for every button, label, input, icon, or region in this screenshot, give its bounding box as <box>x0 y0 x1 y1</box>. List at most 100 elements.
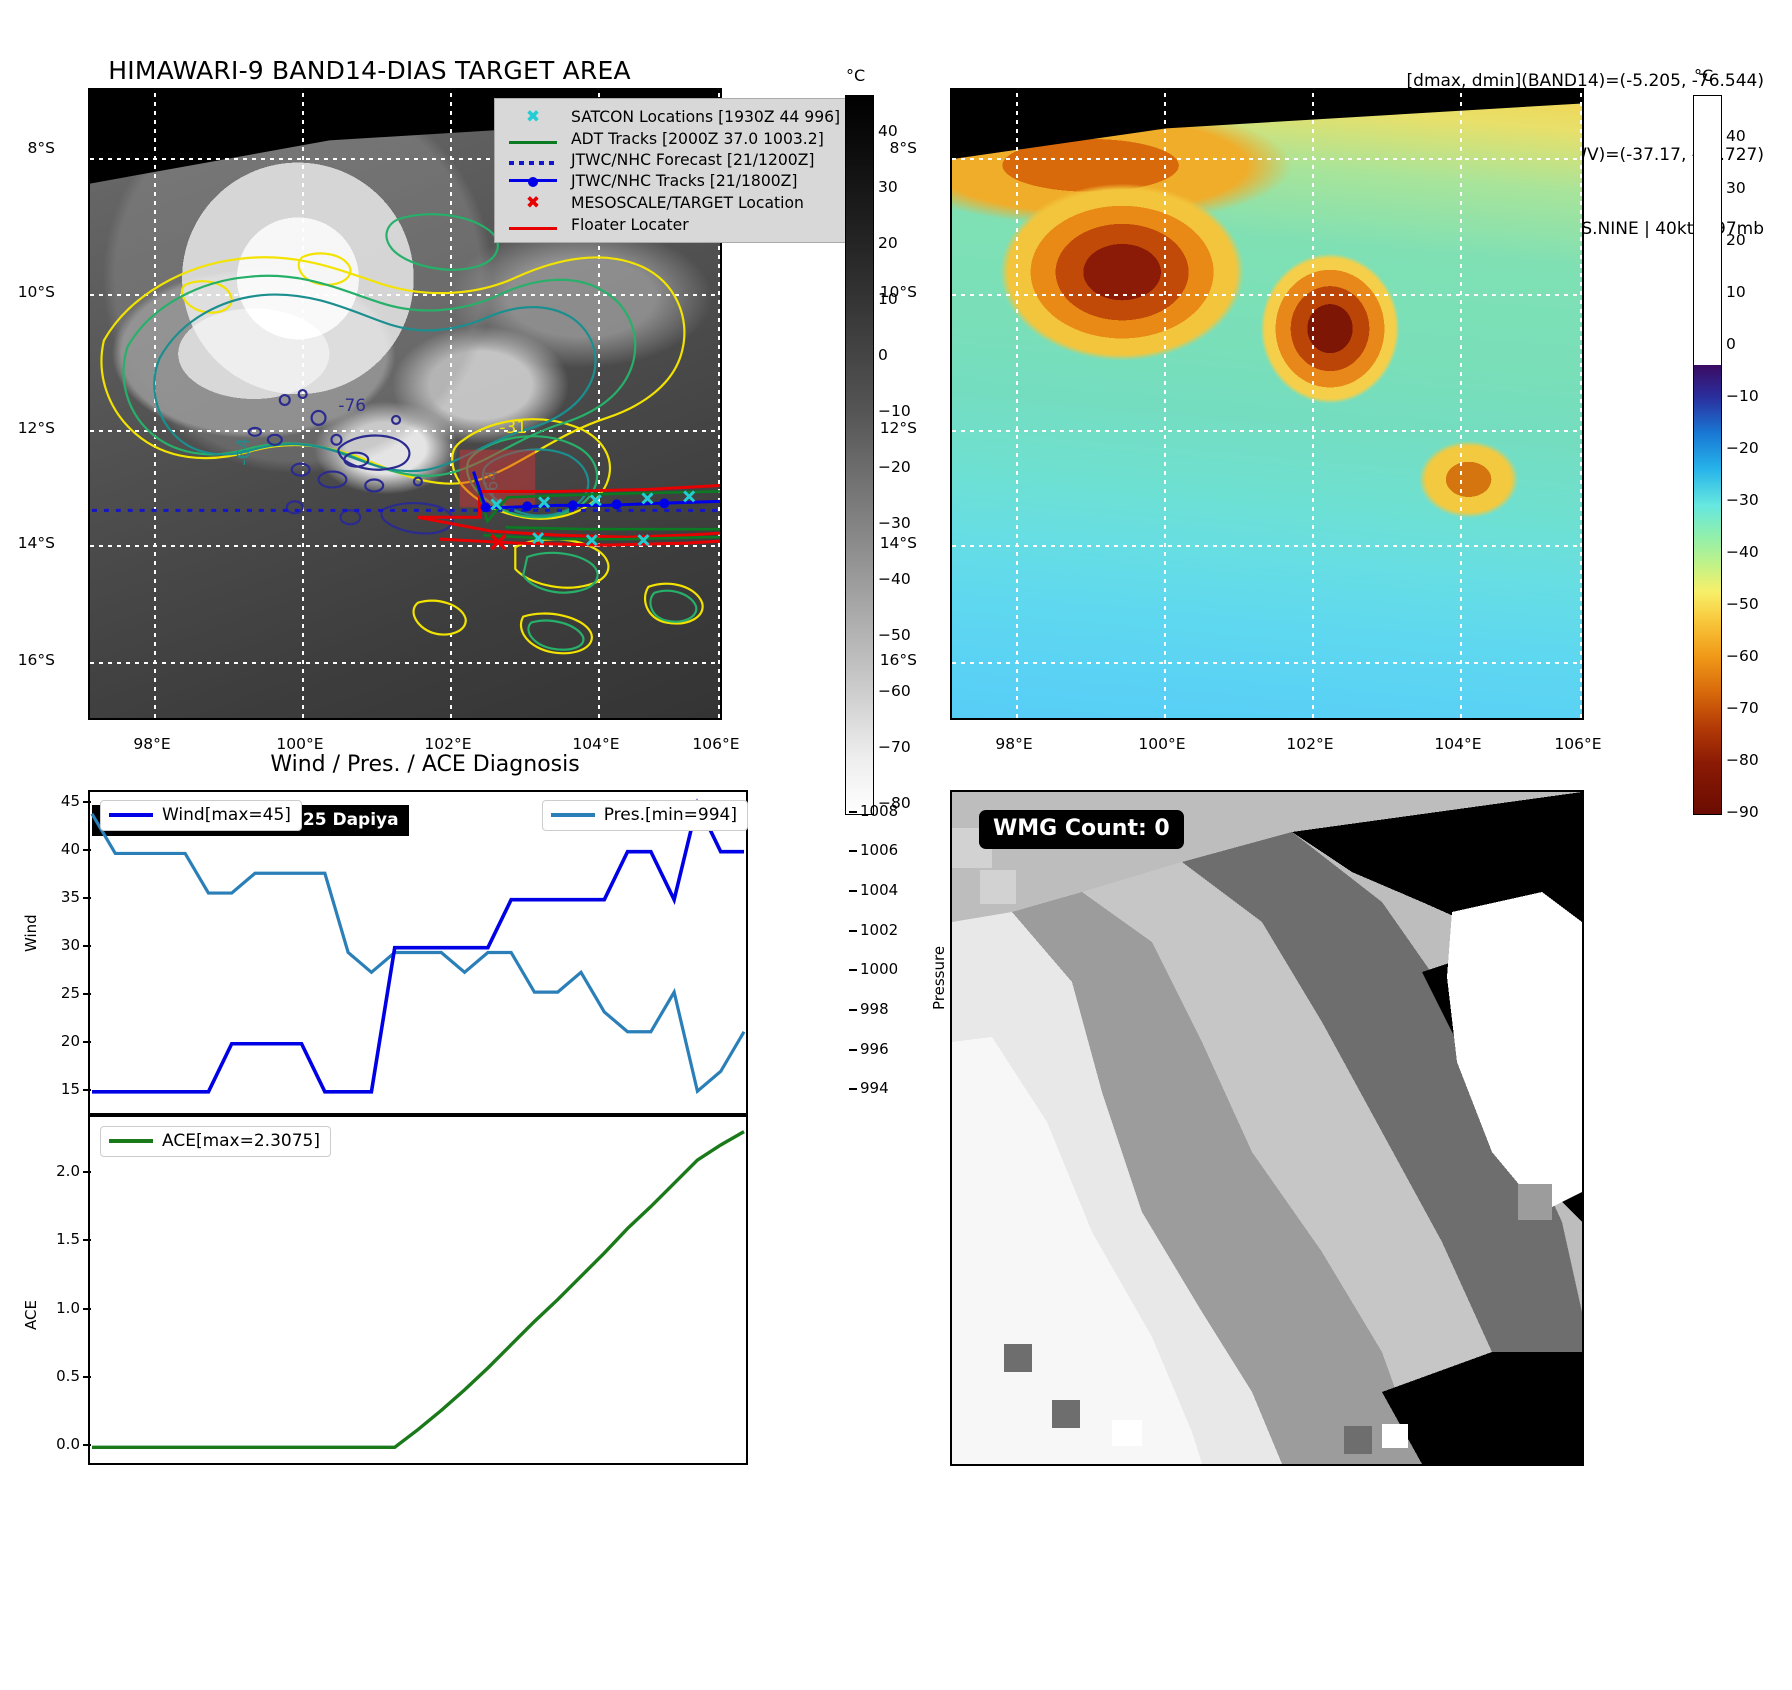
ir-gridline-lat <box>90 662 720 664</box>
legend-item[interactable]: ✖ SATCON Locations [1930Z 44 996] <box>504 105 840 128</box>
axis-tick-mark <box>849 969 857 972</box>
cb-tick: 10 <box>878 290 898 308</box>
legend-item[interactable]: Floater Locater <box>504 214 840 235</box>
axis-tick-label: 20 <box>60 1031 80 1050</box>
ace-legend[interactable]: ACE[max=2.3075] <box>100 1126 331 1157</box>
grayscale-colorbar-ticks: 40 30 20 10 0 −10 −20 −30 −40 −50 −60 −7… <box>878 95 948 813</box>
axis-tick-label: 1000 <box>860 960 899 979</box>
legend-label: SATCON Locations [1930Z 44 996] <box>571 107 841 126</box>
legend-label: JTWC/NHC Forecast [21/1200Z] <box>571 150 815 169</box>
ace-chart[interactable] <box>88 1115 748 1465</box>
wind-legend-label: Wind[max=45] <box>162 805 291 825</box>
cb-tick: −40 <box>1726 543 1759 561</box>
axis-tick-label: 40 <box>60 839 80 858</box>
cb-tick: 40 <box>878 122 898 140</box>
grayscale-colorbar <box>845 95 874 815</box>
contour-label-minus76: -76 <box>338 395 366 415</box>
wind-axis-title: Wind <box>22 914 40 952</box>
axis-tick-mark <box>83 896 91 899</box>
awv-gridline-lon <box>1580 90 1582 718</box>
adt-line-icon <box>504 128 562 149</box>
ir-gridline-lon <box>450 90 452 718</box>
contour-green <box>122 213 698 651</box>
cb-tick: −10 <box>1726 387 1759 405</box>
pressure-legend-line <box>550 813 595 817</box>
axis-tick-mark <box>83 1040 91 1043</box>
forecast-dotted-line-icon <box>504 149 562 170</box>
cb-tick: −20 <box>1726 439 1759 457</box>
axis-tick-mark <box>849 1008 857 1011</box>
awv-lat-label: 16°S <box>879 651 917 669</box>
axis-tick-label: 35 <box>60 887 80 906</box>
ir-map-legend[interactable]: ✖ SATCON Locations [1930Z 44 996] ADT Tr… <box>494 98 851 243</box>
contour-minus76 <box>247 388 454 535</box>
legend-item[interactable]: JTWC/NHC Tracks [21/1800Z] <box>504 170 840 191</box>
legend-label: Floater Locater <box>571 215 689 234</box>
ir-lon-label: 100°E <box>276 735 324 753</box>
cb-tick: 0 <box>878 346 888 364</box>
axis-tick-mark <box>83 944 91 947</box>
ir-gridline-lat <box>90 430 720 432</box>
axis-tick-label: 15 <box>60 1079 80 1098</box>
ace-legend-line <box>109 1139 153 1143</box>
wmg-cloud-cluster-panel[interactable]: WMG Count: 0 <box>950 790 1584 1466</box>
mesoscale-target-box <box>459 449 536 508</box>
ir-gridline-lon <box>718 90 720 718</box>
ir-overlay-graphics: -76 -64 -31 -64 <box>91 213 720 655</box>
awv-lat-label: 8°S <box>889 139 917 157</box>
color-colorbar-unit: °C <box>1694 66 1714 85</box>
awv-lon-label: 100°E <box>1138 735 1186 753</box>
wmg-greyscale-blocks <box>952 792 1582 1464</box>
cb-tick: −50 <box>1726 595 1759 613</box>
axis-tick-label: 0.0 <box>56 1435 80 1454</box>
axis-tick-mark <box>83 1239 91 1242</box>
pressure-legend[interactable]: Pres.[min=994] <box>541 800 748 831</box>
jtwc-tracks <box>472 471 720 513</box>
diagnosis-chart-title: Wind / Pres. / ACE Diagnosis <box>270 752 580 777</box>
ir-gridline-lat <box>90 294 720 296</box>
cb-tick: −20 <box>878 458 911 476</box>
axis-tick-mark <box>83 1170 91 1173</box>
axis-tick-label: 996 <box>860 1039 889 1058</box>
mesoscale-target-marker <box>490 533 507 551</box>
adt-tracks <box>472 473 720 541</box>
axis-tick-mark <box>849 850 857 853</box>
axis-tick-mark <box>849 810 857 813</box>
grayscale-colorbar-unit: °C <box>846 66 866 85</box>
mesoscale-x-icon: ✖ <box>525 192 541 213</box>
awv-gridline-lat <box>952 294 1582 296</box>
awv-lat-label: 14°S <box>879 534 917 552</box>
ace-legend-label: ACE[max=2.3075] <box>162 1131 320 1151</box>
ir-map-panel[interactable]: -76 -64 -31 -64 <box>88 88 722 720</box>
ir-gridline-lat <box>90 158 720 160</box>
cb-tick: 30 <box>878 178 898 196</box>
axis-tick-label: 30 <box>60 935 80 954</box>
floater-locater <box>417 483 720 547</box>
axis-tick-mark <box>849 1048 857 1051</box>
axis-tick-label: 2.0 <box>56 1161 80 1180</box>
contour-label-minus64: -64 <box>233 438 253 466</box>
cb-tick: −40 <box>878 570 911 588</box>
wind-pressure-chart[interactable] <box>88 790 748 1115</box>
awv-lon-label: 104°E <box>1434 735 1482 753</box>
color-colorbar-ticks: 40 30 20 10 0 −10 −20 −30 −40 −50 −60 −7… <box>1726 95 1792 821</box>
ir-lon-label: 106°E <box>692 735 740 753</box>
axis-tick-label: 25 <box>60 983 80 1002</box>
cb-tick: −60 <box>1726 647 1759 665</box>
legend-item[interactable]: ✖ MESOSCALE/TARGET Location <box>504 191 840 214</box>
axis-tick-label: 998 <box>860 999 889 1018</box>
ir-gridline-lon <box>154 90 156 718</box>
legend-item[interactable]: JTWC/NHC Forecast [21/1200Z] <box>504 149 840 170</box>
axis-tick-label: 1008 <box>860 801 899 820</box>
axis-tick-mark <box>83 992 91 995</box>
contour-label-minus31: -31 <box>499 417 527 437</box>
axis-tick-mark <box>83 800 91 803</box>
awv-lon-label: 106°E <box>1554 735 1602 753</box>
cb-tick: −70 <box>1726 699 1759 717</box>
cb-tick: 20 <box>1726 231 1746 249</box>
legend-item[interactable]: ADT Tracks [2000Z 37.0 1003.2] <box>504 128 840 149</box>
awv-map-panel[interactable] <box>950 88 1584 720</box>
cb-tick: −90 <box>1726 803 1759 821</box>
axis-tick-mark <box>83 848 91 851</box>
wind-legend[interactable]: Wind[max=45] <box>100 800 302 831</box>
